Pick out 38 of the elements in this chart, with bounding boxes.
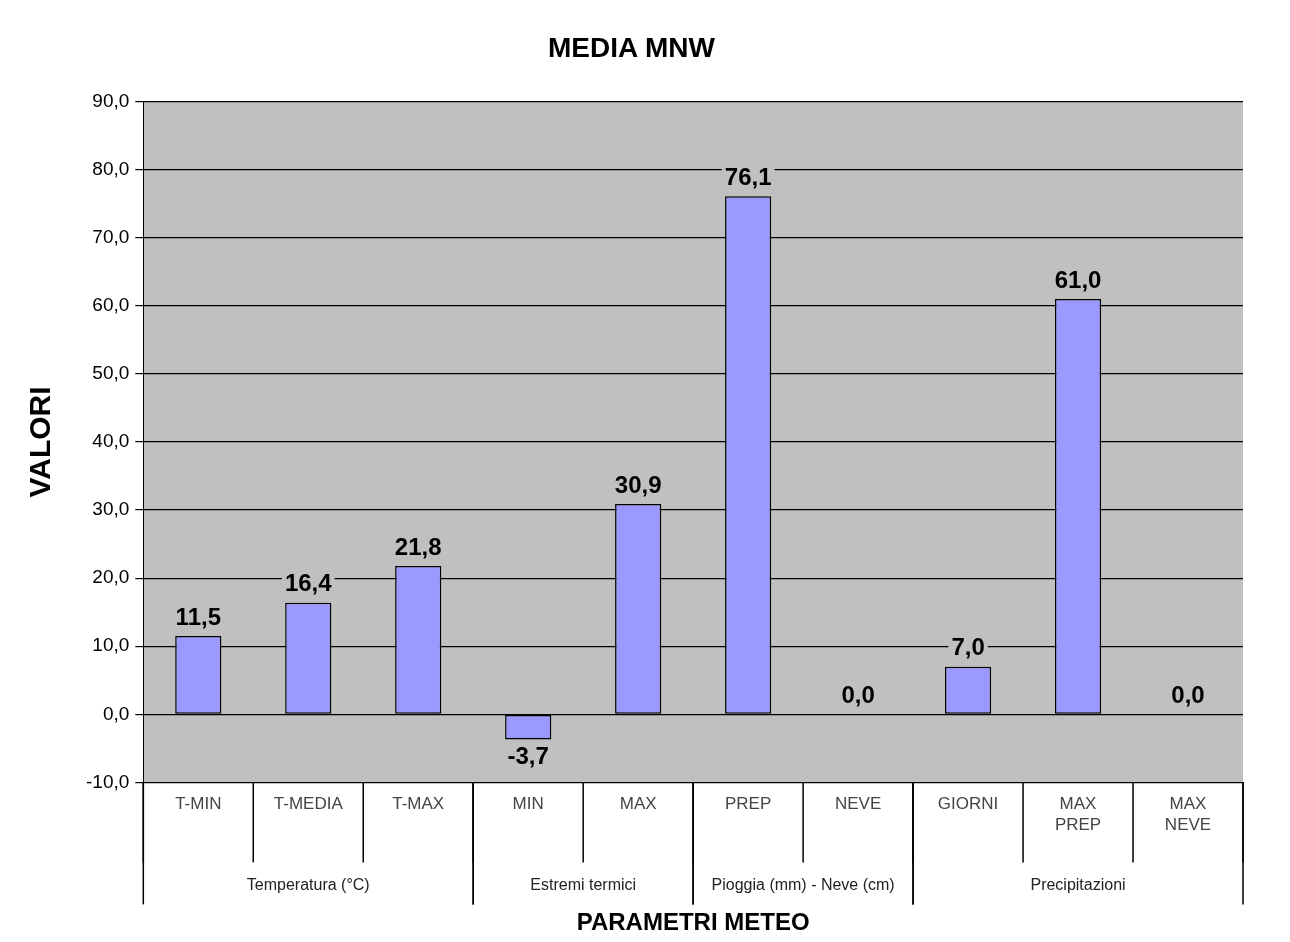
x-tick-label: PREP xyxy=(724,794,772,814)
data-label: 0,0 xyxy=(841,680,875,708)
y-tick-label: 60,0 xyxy=(92,294,130,316)
data-label: 30,9 xyxy=(614,470,662,498)
text: Pioggia (mm) - Neve (cm) xyxy=(711,875,895,893)
data-label: 61,0 xyxy=(1054,265,1102,293)
data-label: 16,4 xyxy=(284,569,333,597)
data-label: -3,7 xyxy=(507,742,549,770)
data-label: 0,0 xyxy=(1171,680,1205,708)
y-axis-title: VALORI xyxy=(23,386,57,498)
data-label: 76,1 xyxy=(724,162,772,190)
x-tick-label: T-MAX xyxy=(392,794,445,814)
text: Estremi termici xyxy=(530,875,637,893)
x-tick-label: MAX PREP xyxy=(1054,794,1102,834)
text: Temperatura (°C) xyxy=(246,875,370,893)
x-tick-label: NEVE xyxy=(834,794,882,814)
x-axis-title: PARAMETRI METEO xyxy=(576,908,810,936)
x-tick-label: MAX xyxy=(619,794,657,814)
y-tick-label: 20,0 xyxy=(92,566,130,588)
y-tick-label: 40,0 xyxy=(92,430,130,452)
x-tick-label: T-MEDIA xyxy=(273,794,344,814)
chart-title: MEDIA MNW xyxy=(548,31,716,63)
data-label: 7,0 xyxy=(951,633,985,661)
x-tick-label: T-MIN xyxy=(175,794,222,814)
y-tick-label: 50,0 xyxy=(92,362,130,384)
x-tick-label: MIN xyxy=(512,794,544,814)
data-label: 11,5 xyxy=(175,602,221,630)
x-tick-label: MAX NEVE xyxy=(1164,794,1212,834)
y-tick-label: 80,0 xyxy=(92,157,130,179)
y-tick-label: 30,0 xyxy=(92,498,130,520)
y-tick-label: 0,0 xyxy=(102,702,130,724)
data-label: 21,8 xyxy=(394,532,442,560)
text: Precipitazioni xyxy=(1030,875,1126,893)
y-tick-label: 70,0 xyxy=(92,225,130,247)
y-tick-label: -10,0 xyxy=(85,770,130,792)
y-tick-label: 90,0 xyxy=(92,89,130,111)
x-tick-label: GIORNI xyxy=(937,794,999,814)
y-tick-label: 10,0 xyxy=(92,634,130,656)
